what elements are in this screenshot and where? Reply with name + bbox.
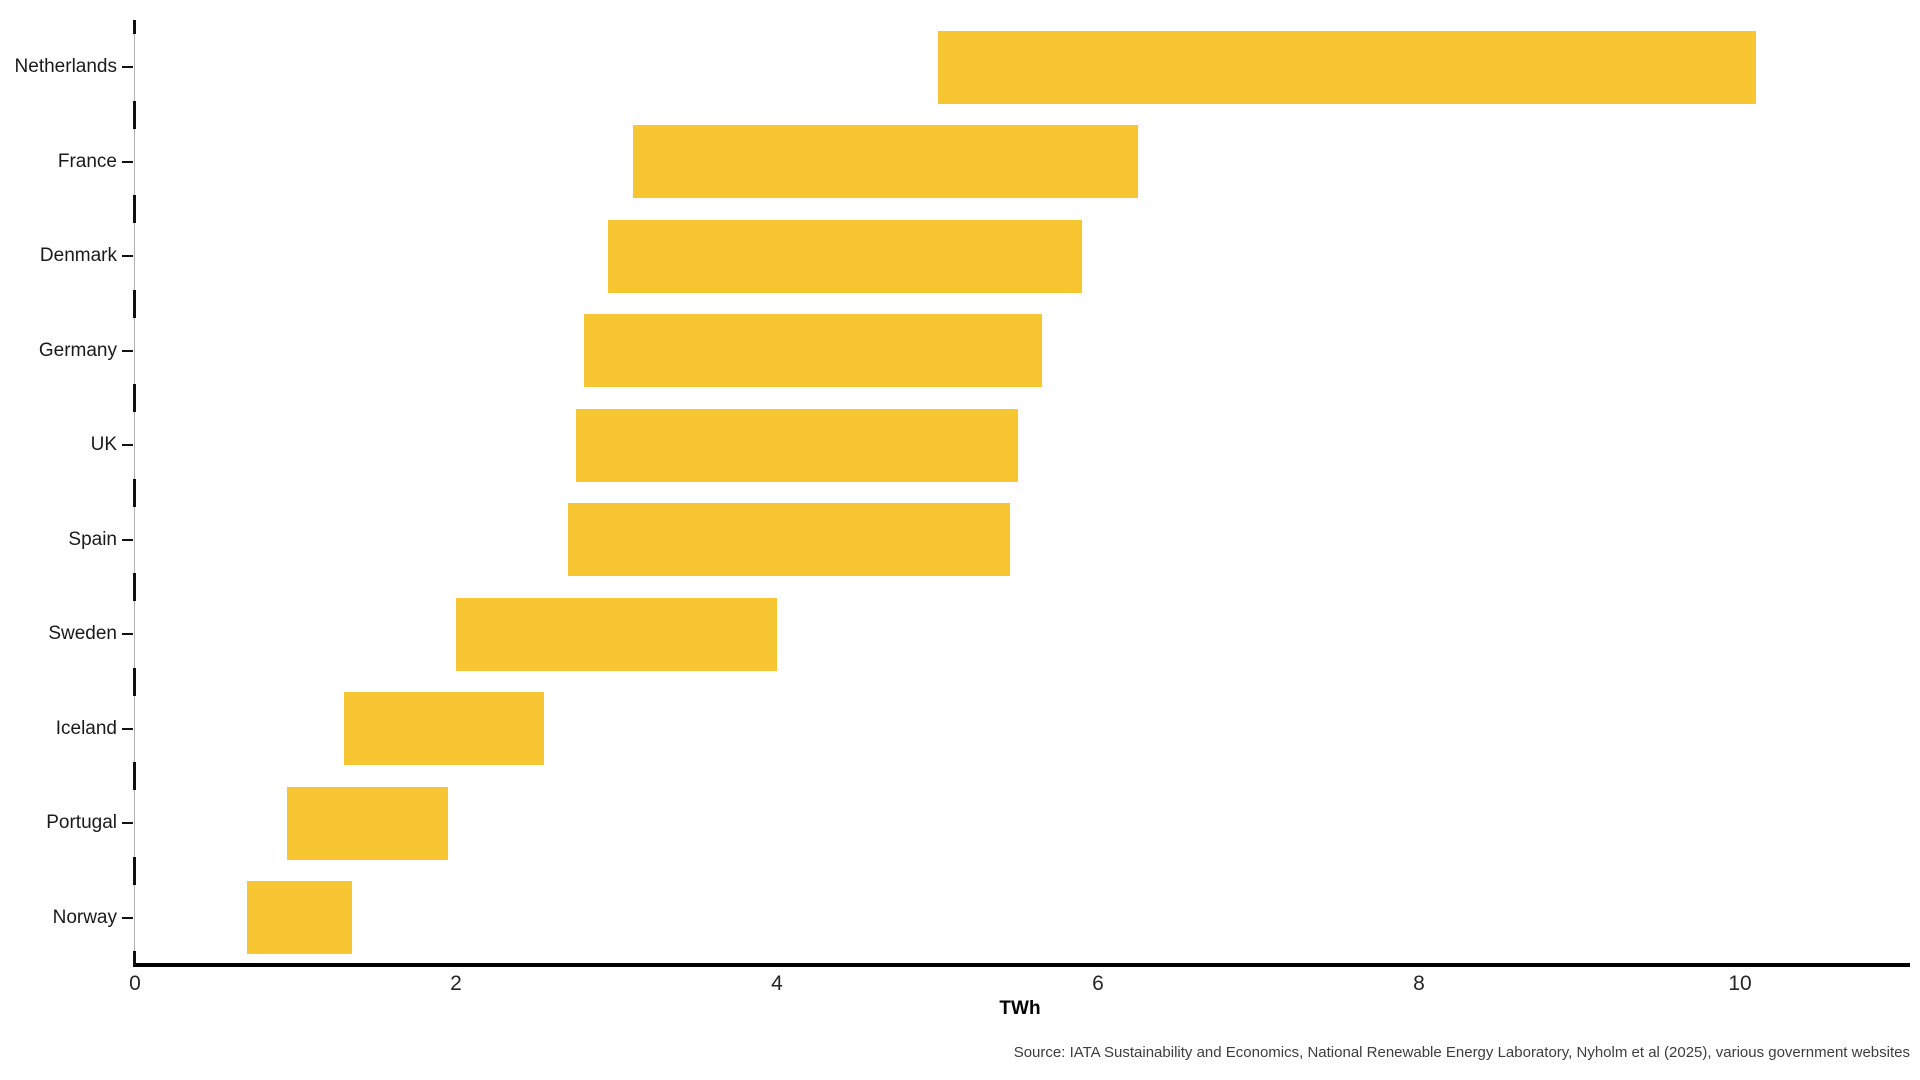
x-tick-label-8: 8 [1413, 972, 1425, 995]
y-tick-mark [122, 727, 133, 730]
y-band-boundary-tick [133, 951, 136, 965]
y-tick-mark [122, 349, 133, 352]
bar-norway [247, 881, 352, 955]
y-tick-mark [122, 633, 133, 636]
y-band-boundary-tick [133, 100, 136, 129]
y-tick-mark [122, 822, 133, 825]
bar-portugal [287, 786, 448, 860]
x-tick-label-10: 10 [1728, 972, 1752, 995]
bar-spain [568, 503, 1010, 577]
bar-denmark [608, 219, 1082, 293]
y-tick-mark [122, 255, 133, 258]
bar-germany [584, 314, 1042, 388]
y-axis-label-portugal: Portugal [46, 812, 117, 834]
y-band-boundary-tick [133, 289, 136, 318]
y-band-boundary-tick [133, 384, 136, 412]
y-tick-mark [122, 160, 133, 163]
y-band-boundary-tick [133, 478, 136, 507]
y-axis-label-netherlands: Netherlands [14, 56, 117, 78]
y-axis-label-uk: UK [90, 434, 117, 456]
y-band-boundary-tick [133, 762, 136, 790]
x-tick-label-0: 0 [129, 972, 141, 995]
y-tick-mark [122, 538, 133, 541]
y-axis-label-germany: Germany [38, 339, 117, 361]
source-attribution: Source: IATA Sustainability and Economic… [1013, 1044, 1910, 1061]
y-tick-mark [122, 444, 133, 447]
y-band-boundary-tick [133, 20, 136, 34]
x-axis-title: TWh [999, 998, 1041, 1019]
y-tick-mark [122, 66, 133, 69]
y-axis-label-spain: Spain [68, 528, 117, 550]
y-band-boundary-tick [133, 195, 136, 223]
x-tick-label-4: 4 [771, 972, 783, 995]
y-band-boundary-tick [133, 667, 136, 696]
y-axis-label-iceland: Iceland [55, 717, 117, 739]
y-tick-mark [122, 916, 133, 919]
bar-netherlands [937, 30, 1757, 104]
x-tick-label-6: 6 [1092, 972, 1104, 995]
bar-iceland [343, 692, 545, 766]
bar-france [632, 125, 1139, 199]
bar-sweden [456, 597, 777, 671]
y-band-boundary-tick [133, 573, 136, 601]
y-band-boundary-tick [133, 856, 136, 885]
x-tick-label-2: 2 [450, 972, 462, 995]
x-axis-line [133, 963, 1910, 967]
y-axis-label-denmark: Denmark [39, 245, 117, 267]
y-axis-label-norway: Norway [52, 906, 117, 928]
y-axis-label-france: France [57, 150, 117, 172]
bar-uk [576, 408, 1018, 482]
y-axis-label-sweden: Sweden [48, 623, 117, 645]
